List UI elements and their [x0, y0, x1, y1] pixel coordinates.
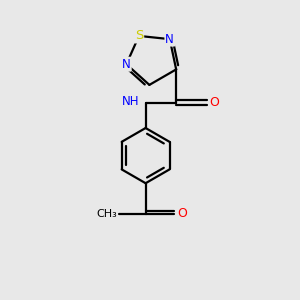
Text: N: N	[165, 33, 174, 46]
Text: S: S	[135, 29, 143, 42]
Text: CH₃: CH₃	[96, 209, 117, 219]
Text: O: O	[177, 207, 187, 220]
Text: NH: NH	[122, 95, 139, 108]
Text: N: N	[122, 58, 131, 71]
Text: O: O	[209, 96, 219, 109]
